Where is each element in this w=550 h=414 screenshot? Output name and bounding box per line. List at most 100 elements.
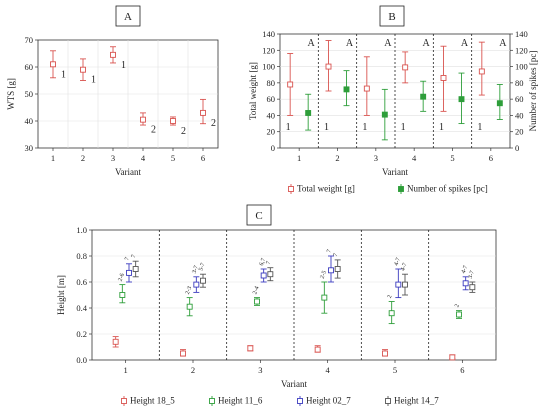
panel-b-data-point bbox=[458, 96, 465, 103]
panel-c-group-label: 2-6 bbox=[118, 273, 126, 283]
panel-c-xtick-label: 4 bbox=[326, 365, 331, 375]
panel-c-group-label: 7 bbox=[333, 253, 340, 258]
panel-b-y2tick-label: 140 bbox=[515, 29, 528, 39]
panel-b-y2tick-label: 0 bbox=[515, 143, 519, 153]
panel-a-data-point bbox=[170, 118, 176, 124]
panel-b-data-point bbox=[325, 63, 332, 70]
panel-a-xtick-label: 1 bbox=[51, 153, 55, 163]
panel-b-group-label: A bbox=[461, 38, 469, 49]
panel-b-y2tick-label: 40 bbox=[515, 110, 524, 120]
panel-b-data-point bbox=[420, 93, 427, 100]
panel-c-group-label: 2-3 bbox=[185, 286, 193, 296]
panel-c-group-label: 2-4 bbox=[252, 286, 260, 296]
panel-c-group-label: 5-7 bbox=[198, 262, 206, 272]
panel-b-data-point bbox=[402, 64, 409, 71]
panel-c-ytick-label: 1.0 bbox=[76, 225, 87, 235]
panel-c-group-label: 4-7 bbox=[400, 262, 408, 272]
panel-a-ytick-label: 70 bbox=[25, 35, 34, 45]
panel-c-legend-swatch bbox=[121, 398, 127, 404]
panel-a-xtick-label: 6 bbox=[201, 153, 205, 163]
panel-b-badge-label: B bbox=[388, 11, 395, 23]
panel-c-data-point bbox=[132, 266, 139, 272]
panel-b-xtick-label: 1 bbox=[297, 153, 301, 163]
panel-b-ytick-label: 80 bbox=[267, 78, 276, 88]
panel-c-data-point bbox=[328, 267, 334, 274]
panel-c-legend-swatch bbox=[385, 398, 391, 404]
panel-c-data-point bbox=[382, 350, 388, 357]
panel-c-data-point bbox=[456, 311, 462, 318]
panel-b-y2-axis-label: Number of spikes [pc] bbox=[528, 51, 538, 132]
panel-b-legend-label: Total weight [g] bbox=[297, 184, 355, 194]
panel-c-data-point bbox=[200, 277, 206, 284]
panel-b-group-label: 1 bbox=[477, 122, 482, 133]
panel-a-group-label: 2 bbox=[211, 118, 216, 129]
panel-b-y2tick-label: 20 bbox=[515, 127, 524, 137]
panel-b-group-label: 1 bbox=[324, 122, 329, 133]
panel-b-y2tick-label: 80 bbox=[515, 78, 524, 88]
panel-a-x-axis-label: Variant bbox=[115, 167, 141, 177]
panel-c-data-point bbox=[469, 284, 476, 291]
panel-c-group-label: 7 bbox=[124, 257, 131, 262]
panel-c-ytick-label: 0.6 bbox=[76, 277, 87, 287]
panel-c-group-label: 4-7 bbox=[394, 257, 402, 267]
panel-c-ytick-label: 0.2 bbox=[76, 329, 87, 339]
panel-c-legend-label: Height 18_5 bbox=[130, 396, 175, 406]
panel-b-data-point bbox=[343, 86, 350, 93]
panel-c-ytick-label: 0.8 bbox=[76, 251, 87, 261]
panel-c-xtick-label: 2 bbox=[191, 365, 195, 375]
panel-c-legend-label: Height 14_7 bbox=[394, 396, 439, 406]
panel-a-group-label: 2 bbox=[151, 125, 156, 136]
panel-c-data-point bbox=[402, 281, 408, 288]
panel-c-data-point bbox=[395, 281, 402, 288]
panel-a-data-point bbox=[50, 61, 56, 68]
panel-c-group-label: 7 bbox=[326, 249, 333, 254]
panel-c-data-point bbox=[254, 298, 260, 305]
panel-c-xtick-label: 6 bbox=[460, 365, 464, 375]
panel-b-ytick-label: 20 bbox=[267, 127, 276, 137]
panel-a-group-label: 2 bbox=[181, 126, 186, 137]
panel-a-ytick-label: 40 bbox=[25, 116, 34, 126]
panel-c-group-label: 7 bbox=[131, 254, 138, 259]
panel-a-badge bbox=[115, 5, 141, 27]
panel-b-data-point bbox=[478, 68, 485, 75]
panel-c-ytick-label: 0.4 bbox=[76, 303, 87, 313]
panel-b-group-label: 1 bbox=[401, 122, 406, 133]
panel-b-y-axis-label: Total weight [g] bbox=[248, 62, 258, 120]
panel-b-ytick-label: 120 bbox=[262, 45, 275, 55]
panel-c-group-label: 2-5 bbox=[320, 270, 328, 280]
panel-c-data-point bbox=[449, 354, 456, 361]
panel-c-data-point bbox=[388, 310, 395, 317]
panel-c-data-point bbox=[112, 338, 119, 345]
panel-c-data-point bbox=[314, 346, 321, 353]
panel-c-group-label: 4-7 bbox=[461, 265, 469, 275]
panel-b-legend-swatch bbox=[398, 186, 404, 192]
panel-a-group-label: 1 bbox=[91, 75, 96, 86]
panel-b-xtick-label: 5 bbox=[450, 153, 454, 163]
panel-b-ytick-label: 140 bbox=[262, 29, 275, 39]
panel-b-ytick-label: 40 bbox=[267, 110, 276, 120]
panel-c-legend-label: Height 02_7 bbox=[306, 396, 351, 406]
panel-c-xtick-label: 5 bbox=[393, 365, 397, 375]
panel-a-ytick-label: 50 bbox=[25, 89, 34, 99]
panel-b-legend-swatch bbox=[288, 186, 294, 192]
panel-c-x-axis-label: Variant bbox=[281, 379, 307, 389]
panel-b-y2tick-label: 120 bbox=[515, 45, 528, 55]
panel-b-xtick-label: 3 bbox=[374, 153, 378, 163]
panel-b-y2tick-label: 60 bbox=[515, 94, 524, 104]
panel-c-group-label: 2 bbox=[454, 303, 461, 308]
panel-b-group-label: A bbox=[499, 38, 507, 49]
panel-c-badge bbox=[246, 204, 272, 226]
panel-b-y2tick-label: 100 bbox=[515, 62, 528, 72]
panel-c-badge-label: C bbox=[255, 210, 262, 222]
panel-c-xtick-label: 3 bbox=[258, 365, 262, 375]
panel-c-data-point bbox=[462, 280, 469, 287]
panel-b-xtick-label: 4 bbox=[412, 153, 417, 163]
panel-c-data-point bbox=[186, 303, 193, 310]
panel-b-ytick-label: 100 bbox=[262, 62, 275, 72]
panel-a-xtick-label: 4 bbox=[141, 153, 146, 163]
panel-b-data-point bbox=[381, 111, 388, 118]
panel-c-group-label: 3-7 bbox=[468, 270, 476, 280]
panel-b-group-label: A bbox=[423, 38, 431, 49]
panel-b-xtick-label: 6 bbox=[489, 153, 493, 163]
